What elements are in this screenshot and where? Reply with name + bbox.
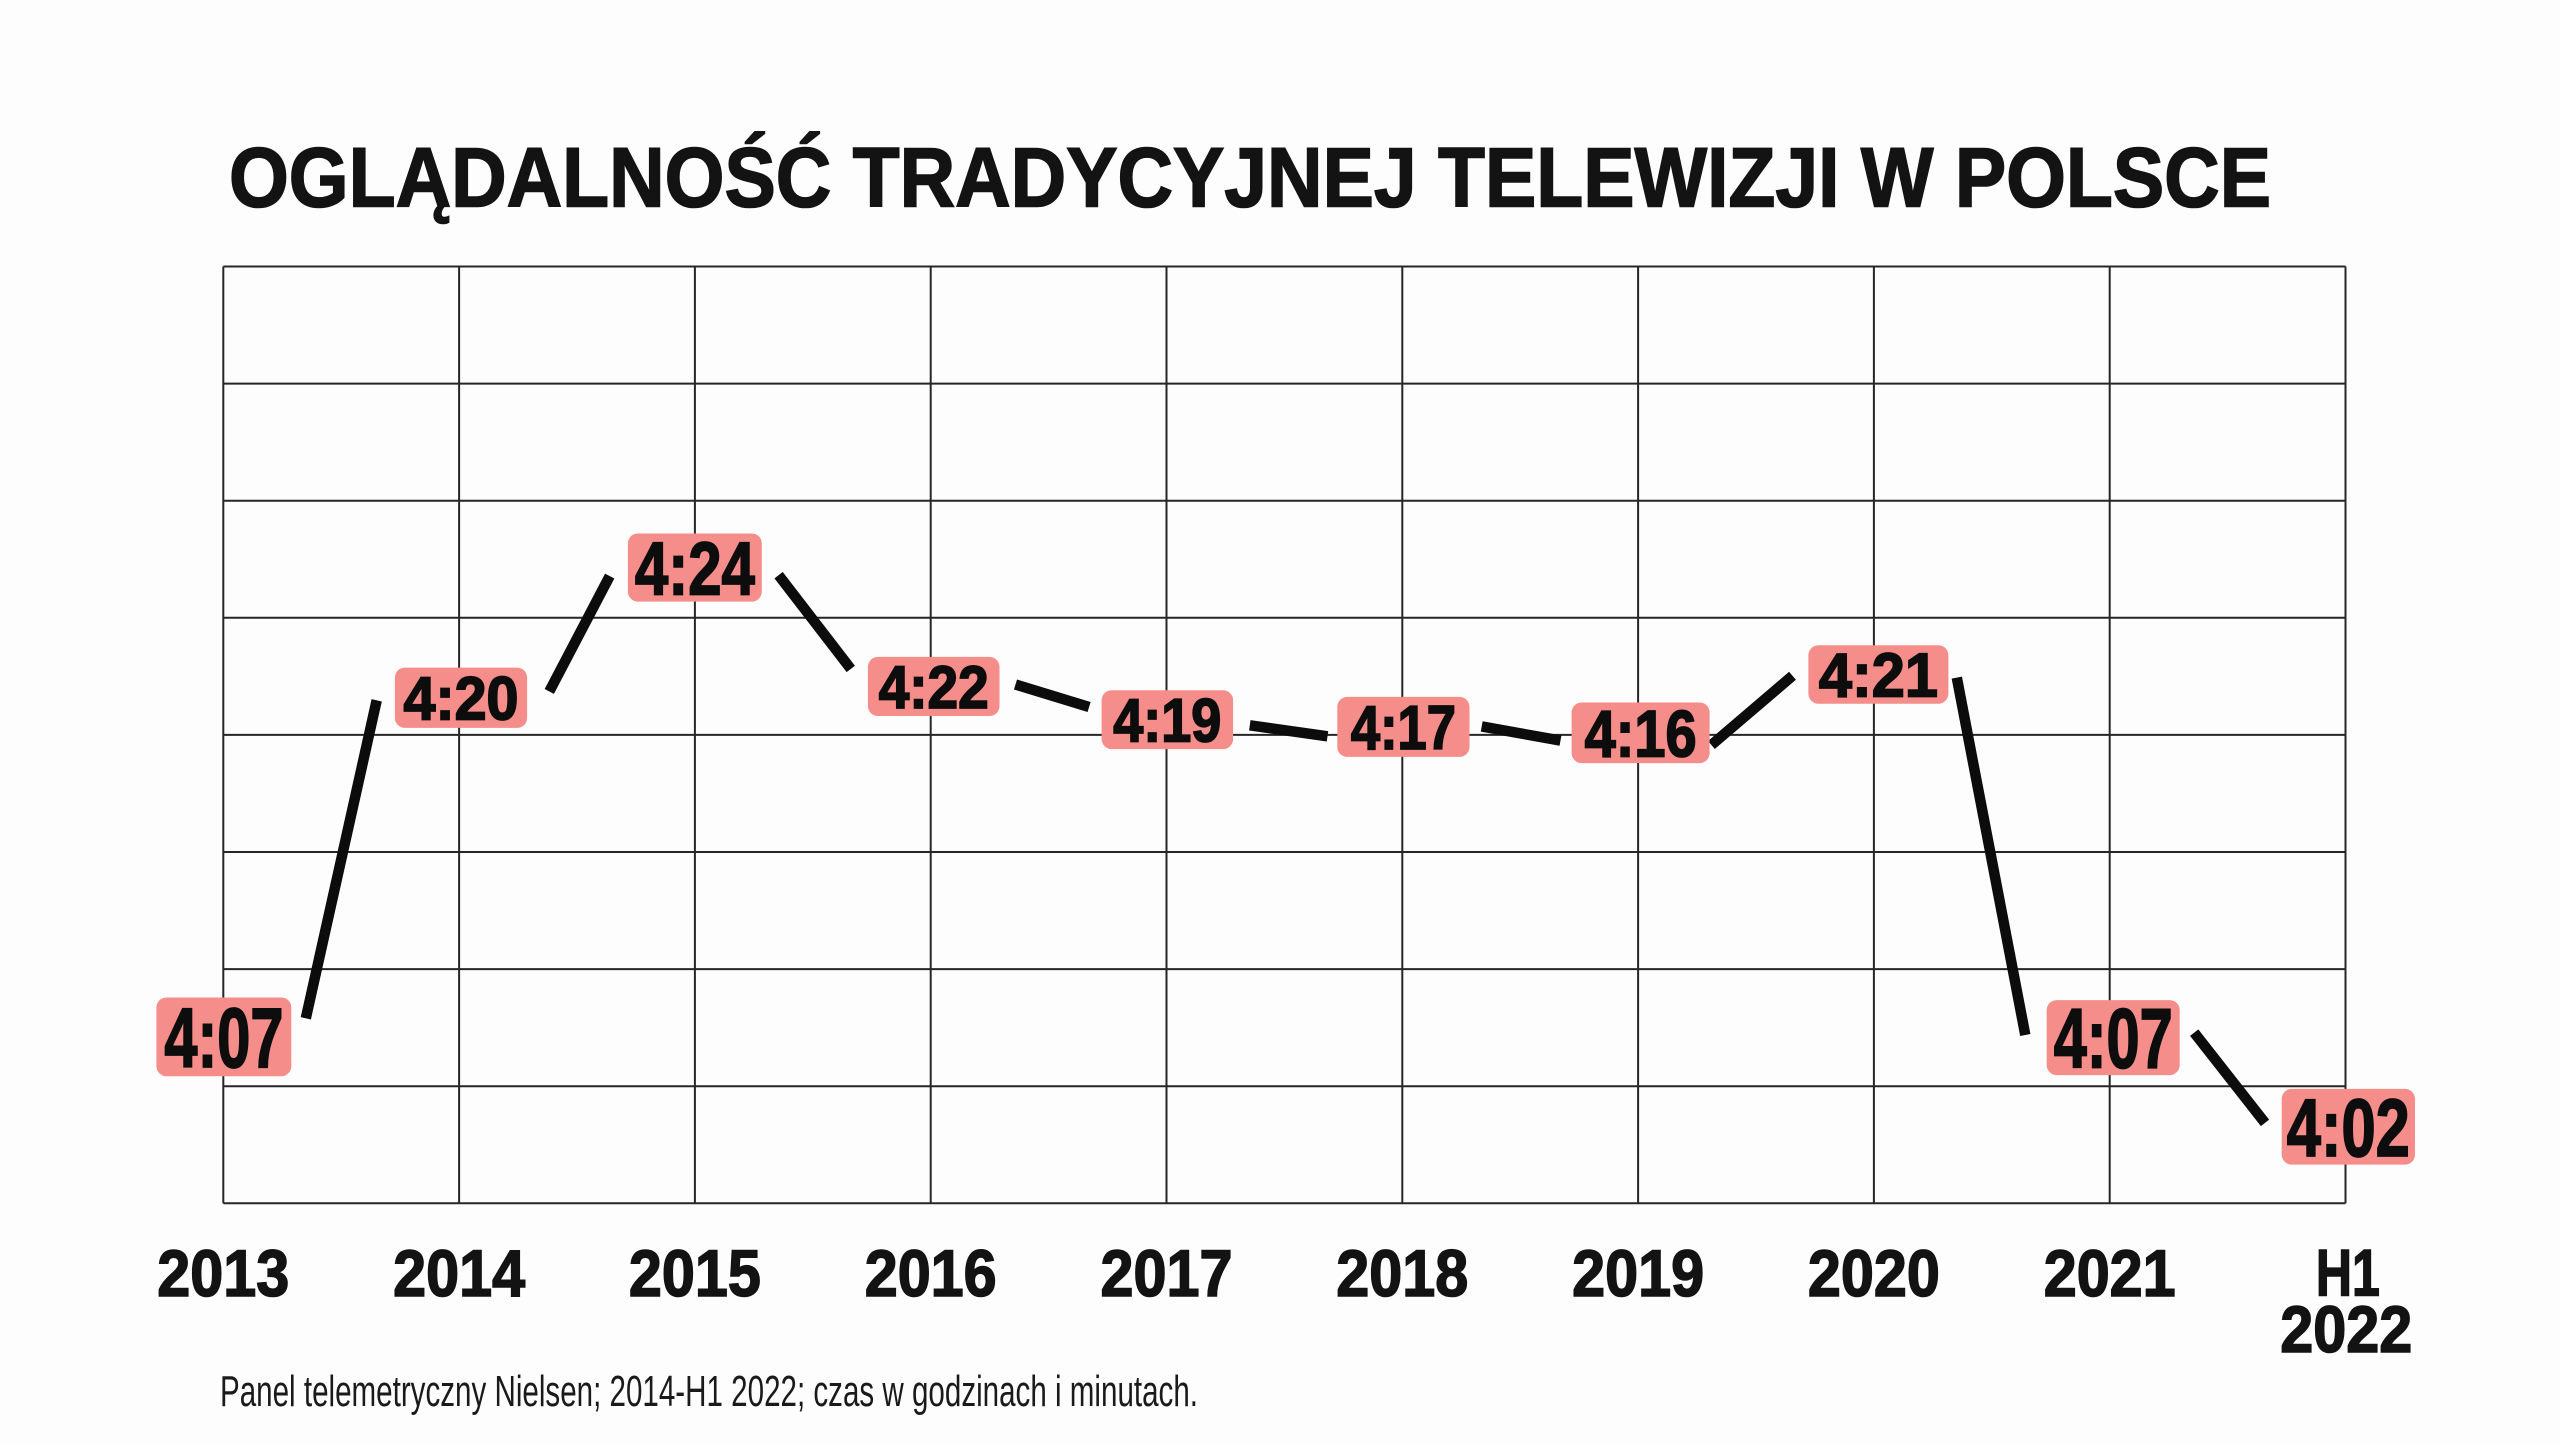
svg-text:4:07: 4:07 (2054, 992, 2173, 1086)
svg-text:4:19: 4:19 (1113, 687, 1221, 755)
svg-text:4:07: 4:07 (164, 991, 283, 1085)
svg-text:4:16: 4:16 (1585, 696, 1697, 770)
svg-text:4:22: 4:22 (879, 654, 989, 721)
svg-text:2016: 2016 (865, 1236, 997, 1310)
svg-text:2014: 2014 (393, 1236, 525, 1310)
svg-text:OGLĄDALNOŚĆ TRADYCYJNEJ TELEWI: OGLĄDALNOŚĆ TRADYCYJNEJ TELEWIZJI W POLS… (229, 131, 2271, 225)
svg-text:4:21: 4:21 (1819, 642, 1938, 711)
svg-text:4:02: 4:02 (2287, 1083, 2410, 1174)
svg-text:2018: 2018 (1336, 1236, 1468, 1310)
svg-text:2022: 2022 (2280, 1292, 2412, 1366)
svg-text:2020: 2020 (1808, 1236, 1940, 1310)
svg-text:2019: 2019 (1572, 1236, 1704, 1310)
svg-text:2021: 2021 (2044, 1236, 2176, 1310)
svg-text:4:24: 4:24 (635, 526, 755, 610)
svg-text:2013: 2013 (157, 1236, 289, 1310)
svg-text:2015: 2015 (629, 1236, 761, 1310)
svg-text:4:17: 4:17 (1351, 694, 1456, 763)
svg-text:4:20: 4:20 (404, 665, 519, 733)
svg-text:Panel telemetryczny Nielsen; 2: Panel telemetryczny Nielsen; 2014-H1 202… (220, 1367, 1198, 1416)
svg-text:H1: H1 (2316, 1235, 2380, 1309)
svg-text:2017: 2017 (1101, 1236, 1233, 1310)
